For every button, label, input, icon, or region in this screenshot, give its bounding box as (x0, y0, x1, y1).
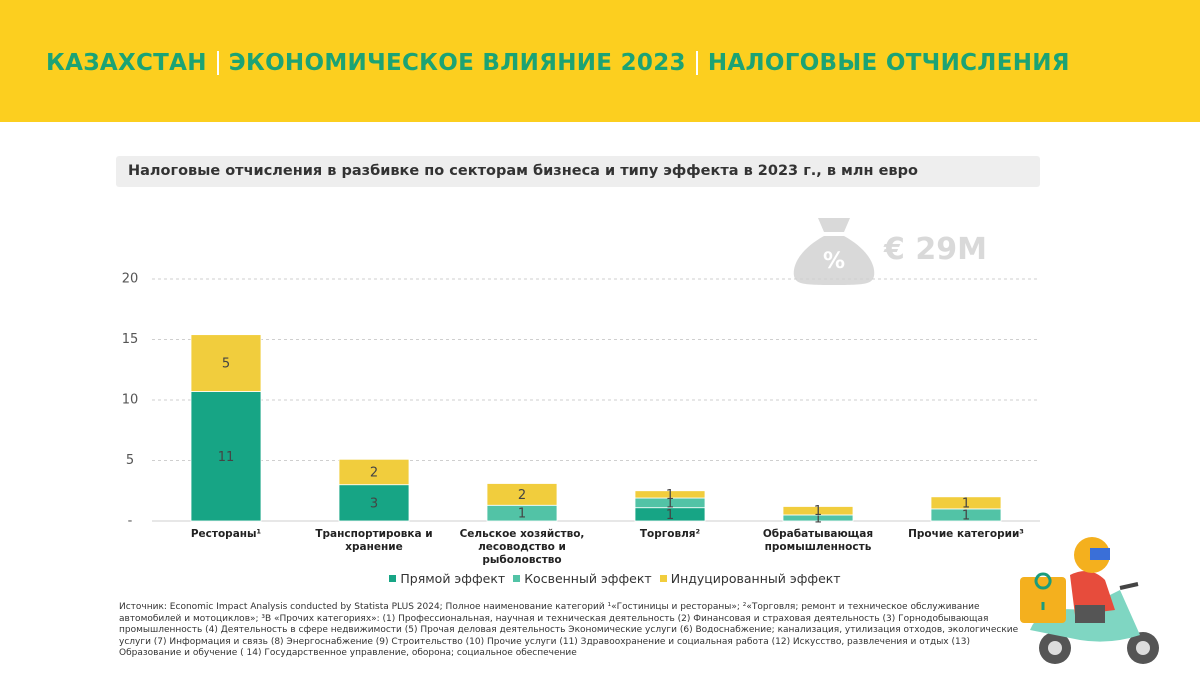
x-tick-label: Обрабатывающая промышленность (762, 528, 874, 553)
x-tick-label: Торговля² (639, 528, 701, 540)
separator (695, 51, 698, 75)
x-tick-label: Рестораны¹ (190, 528, 262, 540)
total-annotation: € 29M (884, 232, 987, 267)
title-part: ЭКОНОМИЧЕСКОЕ ВЛИЯНИЕ 2023 (228, 50, 686, 76)
chart-title: Налоговые отчисления в разбивке по секто… (116, 156, 1040, 187)
y-tick-label: 10 (122, 393, 139, 408)
bar-segment (486, 483, 558, 506)
value-label: 1 (814, 504, 822, 519)
money-bag-icon: % (793, 218, 875, 285)
value-label: 1 (666, 508, 674, 523)
legend-label: Косвенный эффект (524, 571, 652, 586)
legend: Прямой эффект Косвенный эффект Индуцирован… (0, 571, 1200, 586)
x-tick-label: Транспортировка и хранение (315, 528, 433, 553)
header: КАЗАХСТАН ЭКОНОМИЧЕСКОЕ ВЛИЯНИЕ 2023 НАЛ… (0, 0, 1200, 122)
legend-item: Индуцированный эффект (659, 571, 841, 586)
value-label: 5 (222, 357, 230, 372)
bar-segment (190, 391, 262, 522)
value-label: 1 (962, 496, 970, 511)
header-title: КАЗАХСТАН ЭКОНОМИЧЕСКОЕ ВЛИЯНИЕ 2023 НАЛ… (46, 50, 1070, 76)
value-label: 1 (666, 496, 674, 511)
bar-segment (338, 458, 410, 486)
legend-item: Косвенный эффект (513, 571, 652, 586)
x-tick-label: Прочие категории³ (908, 528, 1024, 540)
x-tick-label: Сельское хозяйство, лесоводство и рыболо… (459, 528, 585, 566)
bar-segment (930, 496, 1002, 510)
legend-swatch (389, 575, 397, 582)
legend-swatch (513, 575, 521, 582)
value-label: 1 (518, 507, 526, 522)
value-label: 1 (666, 488, 674, 503)
value-label: 1 (962, 508, 970, 523)
legend-label: Прямой эффект (400, 571, 506, 586)
legend-swatch (659, 575, 667, 582)
bar-segment (190, 334, 262, 392)
bar-segment (782, 506, 854, 516)
bar-segment (634, 490, 706, 499)
y-tick-label: 5 (126, 453, 134, 468)
value-label: 3 (370, 496, 378, 511)
title-part: НАЛОГОВЫЕ ОТЧИСЛЕНИЯ (707, 50, 1070, 76)
y-tick-label: 20 (122, 272, 139, 287)
legend-label: Индуцированный эффект (670, 571, 841, 586)
y-tick-label: - (128, 514, 133, 529)
separator (216, 51, 219, 75)
bar-segment (338, 484, 410, 522)
svg-text:%: % (823, 249, 845, 274)
scooter-illustration (1020, 537, 1159, 664)
y-tick-label: 15 (122, 332, 139, 347)
value-label: 2 (518, 488, 526, 503)
legend-item: Прямой эффект (389, 571, 505, 586)
footnote: Источник: Economic Impact Analysis condu… (119, 602, 1019, 658)
title-part: КАЗАХСТАН (46, 50, 207, 76)
value-label: 11 (218, 450, 235, 465)
value-label: 2 (370, 465, 378, 480)
value-label: 1 (814, 511, 822, 526)
